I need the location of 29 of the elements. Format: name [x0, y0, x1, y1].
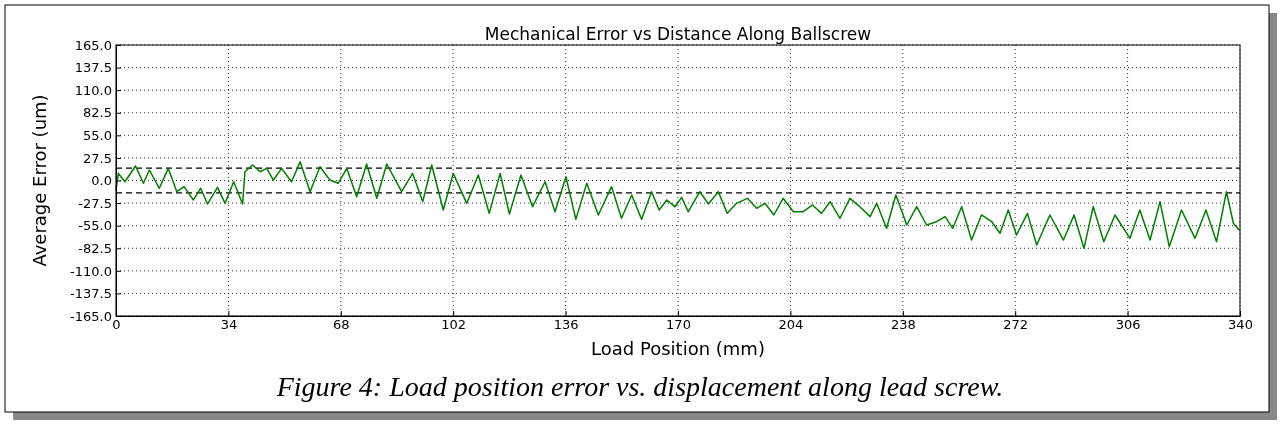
y-tick-label: -137.5 [70, 286, 112, 302]
y-tick-label: -55.0 [78, 218, 112, 234]
x-tick-label: 0 [112, 317, 121, 333]
y-tick-label: 27.5 [83, 150, 112, 166]
x-tick-label: 306 [1115, 317, 1141, 333]
y-tick-label: 0.0 [91, 173, 112, 189]
y-tick-label: -82.5 [78, 240, 112, 256]
x-tick-label: 68 [333, 317, 350, 333]
x-tick-label: 272 [1003, 317, 1029, 333]
y-tick-label: 137.5 [74, 60, 112, 76]
y-tick-label: 110.0 [74, 82, 112, 98]
x-tick-label: 204 [778, 317, 804, 333]
caption: Figure 4: Load position error vs. displacement along lead screw. [275, 371, 1004, 402]
y-tick-label: -110.0 [70, 263, 112, 279]
x-axis-title: Load Position (mm) [591, 338, 765, 359]
y-tick-label: -165.0 [70, 308, 112, 324]
y-tick-label: 82.5 [83, 105, 112, 121]
line-series [115, 160, 1240, 250]
x-tick-label: 102 [441, 317, 467, 333]
x-tick-label: 238 [890, 317, 916, 333]
y-tick-label: 165.0 [74, 37, 112, 53]
x-tick-label: 34 [220, 317, 238, 333]
x-tick-label: 170 [666, 317, 691, 333]
y-axis-title: Average Error (um) [29, 94, 50, 267]
y-tick-label: -27.5 [78, 195, 112, 211]
chart-title: Mechanical Error vs Distance Along Ballscrew [484, 24, 872, 44]
x-tick-label: 340 [1228, 317, 1253, 333]
x-tick-label: 136 [553, 317, 579, 333]
y-tick-label: 55.0 [83, 127, 112, 143]
